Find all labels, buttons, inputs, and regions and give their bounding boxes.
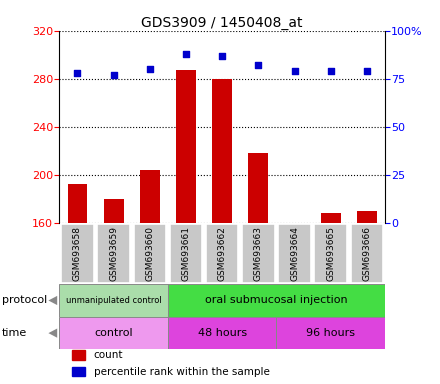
Text: 96 hours: 96 hours [306,328,355,338]
Point [363,68,370,74]
Text: GSM693664: GSM693664 [290,226,299,281]
Bar [140,170,160,223]
Bar [176,70,196,223]
Point [327,68,334,74]
Text: control: control [94,328,133,338]
Bar [285,223,304,224]
Text: GSM693662: GSM693662 [218,226,227,281]
FancyBboxPatch shape [315,224,347,283]
FancyBboxPatch shape [168,284,385,317]
Text: GSM693666: GSM693666 [363,226,371,281]
FancyBboxPatch shape [206,224,238,283]
Bar [73,350,85,360]
Text: 48 hours: 48 hours [198,328,247,338]
Text: count: count [94,350,123,360]
FancyBboxPatch shape [134,224,166,283]
FancyBboxPatch shape [168,317,276,349]
Text: GSM693663: GSM693663 [254,226,263,281]
FancyBboxPatch shape [278,224,311,283]
Text: GSM693661: GSM693661 [182,226,191,281]
Bar [73,367,85,376]
Bar [104,199,124,223]
FancyBboxPatch shape [97,224,130,283]
FancyBboxPatch shape [276,317,385,349]
Point [183,51,190,57]
FancyBboxPatch shape [170,224,202,283]
Text: protocol: protocol [2,295,48,306]
Bar [321,213,341,223]
Point [219,53,226,59]
Bar [68,184,88,223]
Text: GSM693658: GSM693658 [73,226,82,281]
Bar [249,153,268,223]
FancyBboxPatch shape [59,317,168,349]
Text: percentile rank within the sample: percentile rank within the sample [94,367,269,377]
FancyBboxPatch shape [242,224,275,283]
Title: GDS3909 / 1450408_at: GDS3909 / 1450408_at [141,16,303,30]
Bar [357,211,377,223]
Bar [212,79,232,223]
Point [74,70,81,76]
Point [110,72,117,78]
Text: GSM693659: GSM693659 [109,226,118,281]
FancyBboxPatch shape [351,224,383,283]
Text: oral submucosal injection: oral submucosal injection [205,295,348,306]
Point [255,62,262,68]
Text: GSM693660: GSM693660 [145,226,154,281]
Text: GSM693665: GSM693665 [326,226,335,281]
FancyBboxPatch shape [59,284,168,317]
Point [291,68,298,74]
Text: time: time [2,328,27,338]
Point [147,66,154,72]
FancyBboxPatch shape [61,224,94,283]
Text: unmanipulated control: unmanipulated control [66,296,161,305]
